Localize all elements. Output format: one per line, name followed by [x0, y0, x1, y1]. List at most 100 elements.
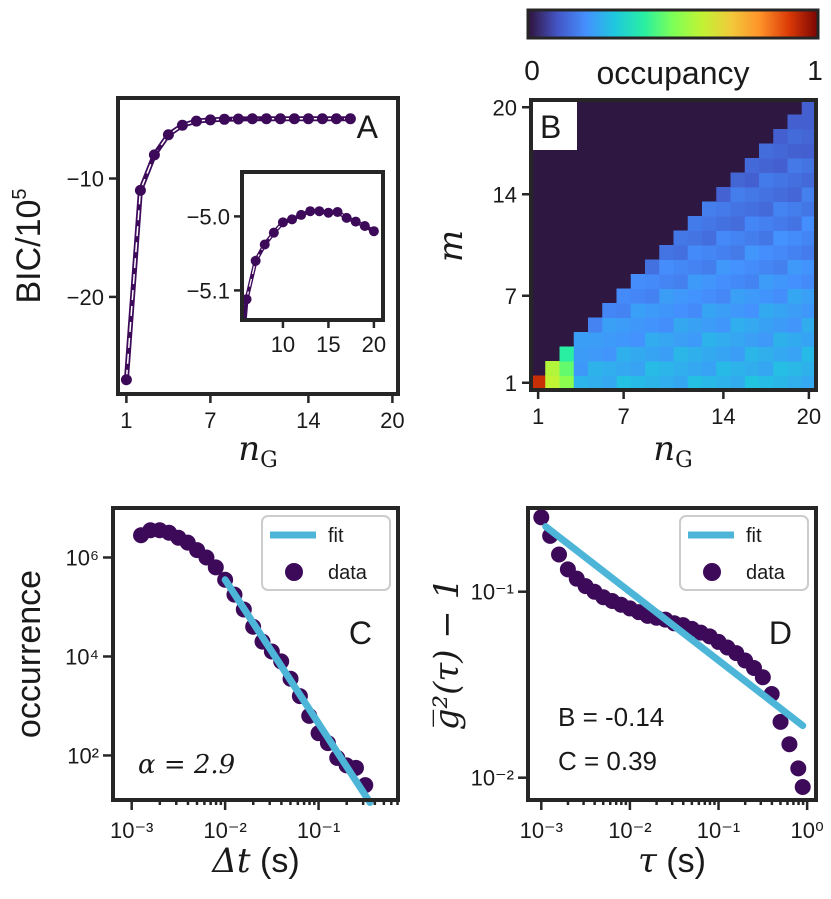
heatmap-cell	[787, 172, 803, 188]
heatmap-cell	[659, 375, 674, 391]
heatmap-cell	[702, 375, 717, 391]
heatmap-cell	[673, 288, 689, 304]
heatmap-cell	[787, 201, 803, 217]
panel-b-ytick-label: 7	[505, 284, 517, 309]
panel-b-ytick-label: 1	[505, 371, 517, 396]
heatmap-cell	[573, 375, 589, 391]
heatmap-cell	[602, 346, 617, 362]
heatmap-cell	[645, 317, 660, 333]
panel-a-inset-point	[341, 212, 352, 223]
heatmap-cell	[702, 332, 717, 347]
heatmap-cell	[716, 259, 731, 275]
panel-a-point	[134, 184, 146, 196]
panel-d-legend: fit data	[679, 515, 809, 591]
panel-a-inset-point	[350, 216, 361, 227]
heatmap-cell	[730, 245, 746, 260]
heatmap-cell	[787, 375, 803, 391]
heatmap-cell	[702, 230, 717, 246]
heatmap-cell	[787, 216, 803, 231]
heatmap-cell	[759, 201, 774, 217]
heatmap-cell	[773, 317, 788, 333]
heatmap-cell	[659, 274, 674, 289]
panel-d-legend-data-swatch	[703, 563, 721, 581]
heatmap-cell	[787, 303, 803, 318]
panel-d-xtick-label: 10⁻³	[520, 818, 563, 843]
heatmap-cell	[773, 274, 788, 289]
panel-d-legend-box	[679, 515, 809, 591]
heatmap-cell	[759, 303, 774, 318]
heatmap-cell	[673, 346, 689, 362]
heatmap-cell	[645, 346, 660, 362]
heatmap-cell	[702, 259, 717, 275]
panel-a-point	[316, 113, 328, 125]
heatmap-cell	[645, 288, 660, 304]
panel-d-point	[533, 509, 550, 526]
heatmap-cell	[687, 375, 703, 391]
heatmap-cell	[730, 172, 746, 188]
heatmap-cell	[645, 303, 660, 318]
colorbar-gradient	[526, 8, 820, 40]
panel-a-inset-xtick-label: 10	[271, 332, 295, 357]
heatmap-cell	[702, 201, 717, 217]
heatmap-cell	[759, 332, 774, 347]
heatmap-cell	[630, 303, 646, 318]
heatmap-cell	[673, 317, 689, 333]
heatmap-cell	[759, 245, 774, 260]
panel-a-xtick-label: 20	[380, 408, 404, 433]
panel-b-ylabel: m	[431, 230, 471, 262]
heatmap-cell	[659, 317, 674, 333]
heatmap-cell	[773, 172, 788, 188]
panel-a-inset-point	[359, 221, 370, 232]
panel-a-frame	[116, 96, 400, 396]
heatmap-cell	[787, 288, 803, 304]
heatmap-cell	[616, 288, 632, 304]
heatmap-cell	[687, 274, 703, 289]
heatmap-cell	[687, 303, 703, 318]
heatmap-cell	[759, 187, 774, 202]
heatmap-cell	[773, 245, 788, 260]
heatmap-cell	[687, 288, 703, 304]
heatmap-cell	[659, 259, 674, 275]
heatmap-cell	[573, 346, 589, 362]
heatmap-cell	[759, 361, 774, 376]
panel-d-xtick-label: 10⁰	[790, 818, 823, 843]
heatmap-cell	[801, 216, 817, 231]
heatmap-cell	[801, 100, 817, 115]
heatmap-cell	[673, 332, 689, 347]
panel-c-ytick-label: 10⁴	[65, 644, 99, 669]
panel-a-inset-point	[296, 209, 307, 220]
panel-a-inset-point	[323, 207, 334, 218]
panel-d-xtick-label: 10⁻¹	[697, 818, 740, 843]
panel-c-legend-data-swatch	[285, 563, 303, 581]
heatmap-cell	[801, 303, 817, 318]
heatmap-cell	[744, 375, 760, 391]
heatmap-cell	[744, 158, 760, 173]
heatmap-cell	[759, 172, 774, 188]
heatmap-cell	[787, 129, 803, 144]
heatmap-cell	[687, 346, 703, 362]
heatmap-cell	[559, 361, 575, 376]
panel-a-point	[190, 115, 202, 127]
heatmap-cell	[730, 216, 746, 231]
heatmap-cell	[716, 303, 731, 318]
heatmap-cell	[630, 375, 646, 391]
panel-d-ticks: 10⁻³ 10⁻² 10⁻¹ 10⁰ 10⁻¹ 10⁻²	[471, 580, 824, 843]
heatmap-cell	[801, 274, 817, 289]
panel-a-point	[344, 113, 356, 125]
panel-c-frame	[111, 506, 400, 802]
heatmap-cell	[702, 303, 717, 318]
heatmap-cell	[744, 274, 760, 289]
panel-a-inset-xtick-label: 15	[316, 332, 340, 357]
heatmap-cell	[801, 158, 817, 173]
heatmap-cell	[773, 375, 788, 391]
panel-c-plot-area	[133, 522, 374, 806]
heatmap-cell	[801, 245, 817, 260]
heatmap-cell	[744, 259, 760, 275]
panel-a-point	[232, 113, 244, 125]
panel-d-point	[794, 778, 811, 795]
colorbar-label: occupancy	[597, 55, 750, 91]
heatmap-cell	[716, 375, 731, 391]
heatmap-cell	[716, 274, 731, 289]
panel-c-legend-fit: fit	[328, 525, 344, 547]
heatmap-cell	[801, 375, 817, 391]
